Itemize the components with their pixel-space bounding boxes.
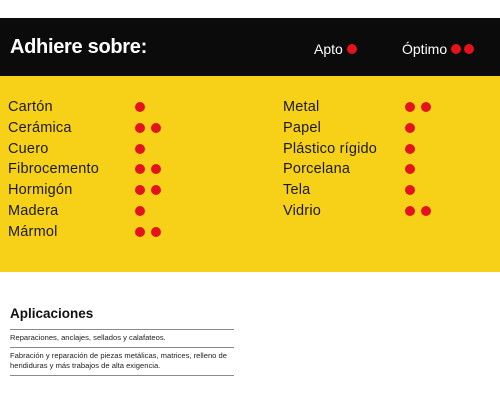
- material-row: Tela: [283, 180, 310, 200]
- header-bar: Adhiere sobre: Apto Óptimo: [0, 18, 500, 76]
- red-dot-icon: [421, 102, 431, 112]
- material-rating: [135, 143, 145, 154]
- applications-title: Aplicaciones: [10, 306, 94, 321]
- material-name: Papel: [283, 119, 322, 136]
- material-name: Madera: [8, 203, 59, 219]
- red-dot-icon: [135, 122, 145, 133]
- material-row: Madera: [8, 201, 58, 221]
- red-dot-icon: [346, 44, 357, 54]
- red-dot-icon: [135, 226, 145, 237]
- material-row: Cartón: [8, 97, 53, 117]
- materials-panel: Cartón Cerámica Cuero Fibrocemento Hormigón M…: [0, 76, 500, 272]
- red-dot-icon: [151, 185, 161, 196]
- top-margin: [0, 0, 500, 18]
- red-dot-icon: [421, 206, 431, 216]
- material-row: Cerámica: [8, 118, 72, 138]
- red-dot-icon: [135, 185, 145, 196]
- red-dot-icon: [151, 122, 161, 133]
- material-rating: [135, 164, 161, 175]
- material-row: Vidrio: [283, 201, 321, 221]
- red-dot-icon: [405, 143, 415, 154]
- legend-optimo-label: Óptimo: [402, 41, 448, 57]
- red-dot-icon: [135, 143, 145, 154]
- red-dot-icon: [405, 164, 415, 175]
- material-name: Tela: [283, 182, 311, 199]
- application-item: Reparaciones, anclajes, sellados y calaf…: [10, 329, 234, 347]
- material-row: Cuero: [8, 139, 49, 159]
- material-row: Papel: [283, 118, 321, 138]
- red-dot-icon: [451, 44, 462, 54]
- material-name: Metal: [283, 99, 320, 115]
- material-rating: [135, 185, 161, 196]
- material-name: Cuero: [8, 140, 49, 157]
- material-row: Mármol: [8, 222, 58, 242]
- application-item: Fabración y reparación de piezas metálic…: [10, 347, 234, 376]
- material-name: Fibrocemento: [8, 161, 100, 178]
- material-rating: [135, 226, 161, 237]
- red-dot-icon: [135, 102, 145, 112]
- material-rating: [135, 122, 161, 133]
- material-name: Hormigón: [8, 182, 73, 199]
- red-dot-icon: [151, 226, 161, 237]
- legend-apto-label: Apto: [314, 41, 343, 57]
- material-row: Fibrocemento: [8, 159, 99, 179]
- material-rating: [135, 102, 145, 112]
- material-row: Porcelana: [283, 159, 350, 179]
- red-dot-icon: [405, 185, 415, 196]
- applications-section: Aplicaciones Reparaciones, anclajes, sel…: [10, 306, 234, 376]
- material-row: Hormigón: [8, 180, 72, 200]
- legend-optimo: Óptimo: [402, 41, 475, 57]
- red-dot-icon: [464, 44, 475, 54]
- header-title: Adhiere sobre:: [10, 36, 147, 58]
- material-rating: [405, 122, 415, 133]
- material-rating: [405, 143, 415, 154]
- red-dot-icon: [405, 122, 415, 133]
- material-name: Plástico rígido: [283, 140, 378, 157]
- material-name: Mármol: [8, 223, 58, 240]
- material-rating: [135, 206, 145, 216]
- material-name: Cartón: [8, 99, 53, 115]
- material-name: Cerámica: [8, 119, 72, 136]
- red-dot-icon: [135, 206, 145, 216]
- material-rating: [405, 164, 415, 175]
- material-name: Vidrio: [283, 203, 322, 219]
- material-row: Metal: [283, 97, 319, 117]
- material-rating: [405, 102, 431, 112]
- material-rating: [405, 206, 431, 216]
- legend-apto: Apto: [314, 41, 357, 57]
- material-row: Plástico rígido: [283, 139, 377, 159]
- red-dot-icon: [135, 164, 145, 175]
- material-rating: [405, 185, 415, 196]
- red-dot-icon: [151, 164, 161, 175]
- red-dot-icon: [405, 102, 415, 112]
- material-name: Porcelana: [283, 161, 351, 178]
- red-dot-icon: [405, 206, 415, 216]
